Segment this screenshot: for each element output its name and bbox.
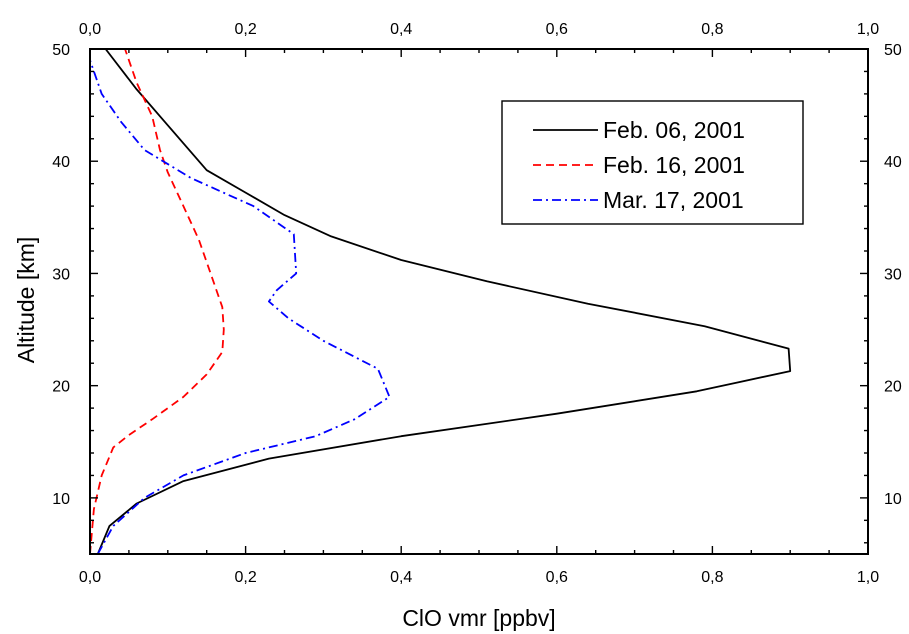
y-axis-title: Altitude [km] <box>13 237 39 364</box>
series-line-mar-17-2001 <box>89 59 391 555</box>
y-tick-label-left: 40 <box>52 154 70 171</box>
x-tick-label-top: 0,8 <box>701 21 723 38</box>
x-tick-label-bottom: 0,8 <box>701 569 723 586</box>
y-tick-label-left: 10 <box>52 491 70 508</box>
x-tick-label-top: 0,2 <box>234 21 256 38</box>
y-tick-label-left: 30 <box>52 266 70 283</box>
legend-label-feb-16-2001: Feb. 16, 2001 <box>603 152 745 178</box>
y-tick-label-left: 20 <box>52 379 70 396</box>
x-tick-label-top: 0,0 <box>79 21 101 38</box>
legend-label-mar-17-2001: Mar. 17, 2001 <box>603 187 744 213</box>
legend-box <box>501 100 804 225</box>
y-tick-label-right: 10 <box>884 491 902 508</box>
series-line-feb-06-2001 <box>96 48 792 555</box>
y-tick-label-right: 30 <box>884 266 902 283</box>
legend: Feb. 06, 2001 Feb. 16, 2001 Mar. 17, 2001 <box>501 100 804 225</box>
legend-label-feb-06-2001: Feb. 06, 2001 <box>603 117 745 143</box>
x-tick-label-bottom: 1,0 <box>857 569 879 586</box>
x-tick-label-top: 0,6 <box>546 21 568 38</box>
x-tick-label-top: 1,0 <box>857 21 879 38</box>
y-tick-label-left: 50 <box>52 42 70 59</box>
x-tick-label-bottom: 0,6 <box>546 569 568 586</box>
series-layer <box>89 48 792 555</box>
x-tick-label-bottom: 0,2 <box>234 569 256 586</box>
series-line-feb-16-2001 <box>89 48 225 555</box>
x-axis-title: ClO vmr [ppbv] <box>402 605 555 631</box>
x-tick-label-bottom: 0,4 <box>390 569 412 586</box>
x-tick-label-top: 0,4 <box>390 21 412 38</box>
y-tick-label-right: 20 <box>884 379 902 396</box>
y-tick-label-right: 50 <box>884 42 902 59</box>
x-tick-label-bottom: 0,0 <box>79 569 101 586</box>
axes-layer: 0,0 0,0 0,2 0,2 0,4 0,4 0,6 0,6 0,8 0,8 1,0 1,0 10 10… <box>52 21 902 586</box>
y-tick-label-right: 40 <box>884 154 902 171</box>
